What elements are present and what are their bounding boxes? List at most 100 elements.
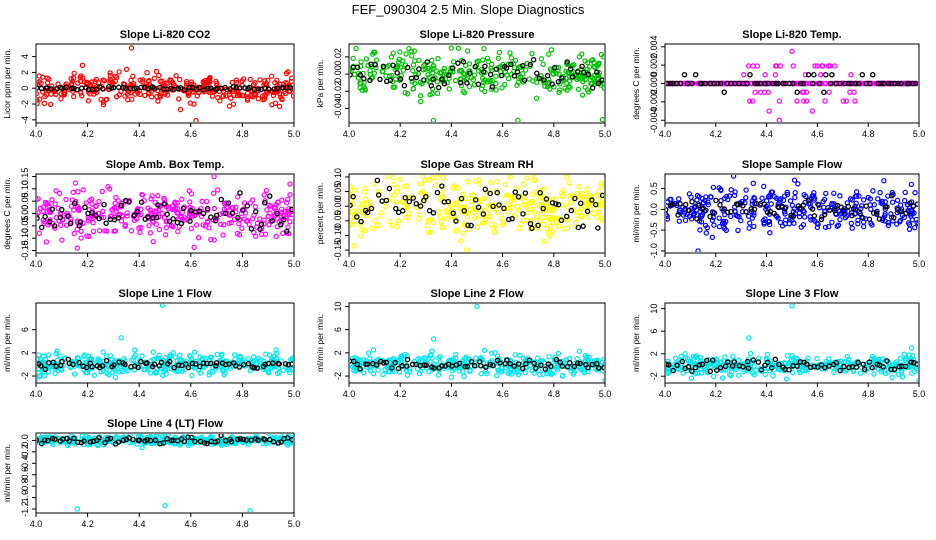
data-point [111,359,117,366]
data-point [137,229,143,236]
data-point [362,189,368,195]
data-point [782,211,788,217]
flagged-point [383,197,390,204]
flagged-point [364,361,371,367]
data-point [159,210,165,217]
flagged-point [531,360,537,367]
flagged-point [754,80,760,87]
data-point [372,217,379,224]
flagged-point [247,84,253,91]
data-point [47,101,54,108]
data-point [58,91,64,97]
data-point [155,98,161,104]
data-point [735,372,742,378]
data-point [427,92,433,98]
flagged-point [869,71,876,78]
flagged-point [357,72,364,78]
flagged-point [192,438,198,445]
data-point [287,192,293,198]
data-point [547,370,554,377]
data-point [395,218,402,224]
x-tick-label: 4.8 [236,519,249,529]
flagged-point [735,201,741,208]
y-tick-label: -0.5 [649,222,659,238]
flagged-point [891,366,898,372]
data-point [801,214,808,220]
data-point [244,90,251,96]
data-point [288,211,293,218]
x-tick-label: 5.0 [599,259,612,269]
data-point [488,179,494,186]
flagged-point [404,356,411,363]
flagged-point [430,210,437,216]
data-point [767,229,773,236]
flagged-point [280,216,287,223]
data-point [461,373,467,379]
y-tick-label: 0.5 [649,182,659,195]
flagged-point [464,80,470,86]
flagged-point [553,201,559,207]
data-point [739,209,746,215]
data-point [229,79,236,86]
outlier-point [162,502,168,509]
data-point [809,193,815,199]
data-point [525,209,531,216]
data-point [274,77,280,83]
flagged-point [480,69,487,75]
data-point [188,225,194,232]
flagged-point [522,361,529,367]
data-point [869,353,876,360]
data-point [393,199,399,205]
y-tick-label: -0.15 [20,240,30,261]
data-point [177,352,183,358]
flagged-point [804,361,810,367]
flagged-point [166,358,173,365]
data-point [198,370,204,376]
flagged-point [196,208,203,214]
data-point [501,81,508,88]
plot-frame [35,302,295,384]
flagged-point [115,439,122,445]
data-point [488,221,495,228]
flagged-point [818,362,825,368]
data-point [249,93,256,100]
data-point [545,370,551,377]
flagged-point [840,208,847,214]
flagged-point [891,214,897,221]
data-point [893,359,899,365]
data-point [574,216,581,222]
flagged-point [245,360,252,367]
flagged-point [101,201,107,208]
x-tick-label: 4.6 [185,519,198,529]
flagged-point [446,72,452,79]
points-layer [666,304,918,382]
data-point [800,98,807,104]
flagged-point [138,199,145,205]
data-point [546,51,552,57]
data-point [424,77,430,84]
data-point [410,67,416,74]
data-point [185,92,191,98]
data-point [361,79,367,85]
flagged-point [131,212,138,219]
flagged-point [677,201,683,207]
data-point [183,78,190,85]
data-point [150,238,156,245]
flagged-point [715,80,721,87]
flagged-point [713,197,719,204]
y-tick-label: -0.04 [333,98,343,119]
flagged-point [829,71,835,78]
flagged-point [908,359,914,365]
data-point [425,65,432,72]
data-point [820,198,826,205]
x-tick-label: 4.4 [760,389,773,399]
data-point [599,217,604,223]
flagged-point [372,61,378,68]
data-point [514,82,520,88]
flagged-point [509,215,515,222]
flagged-point [585,364,591,371]
flagged-point [410,195,416,201]
flagged-point [870,210,877,216]
